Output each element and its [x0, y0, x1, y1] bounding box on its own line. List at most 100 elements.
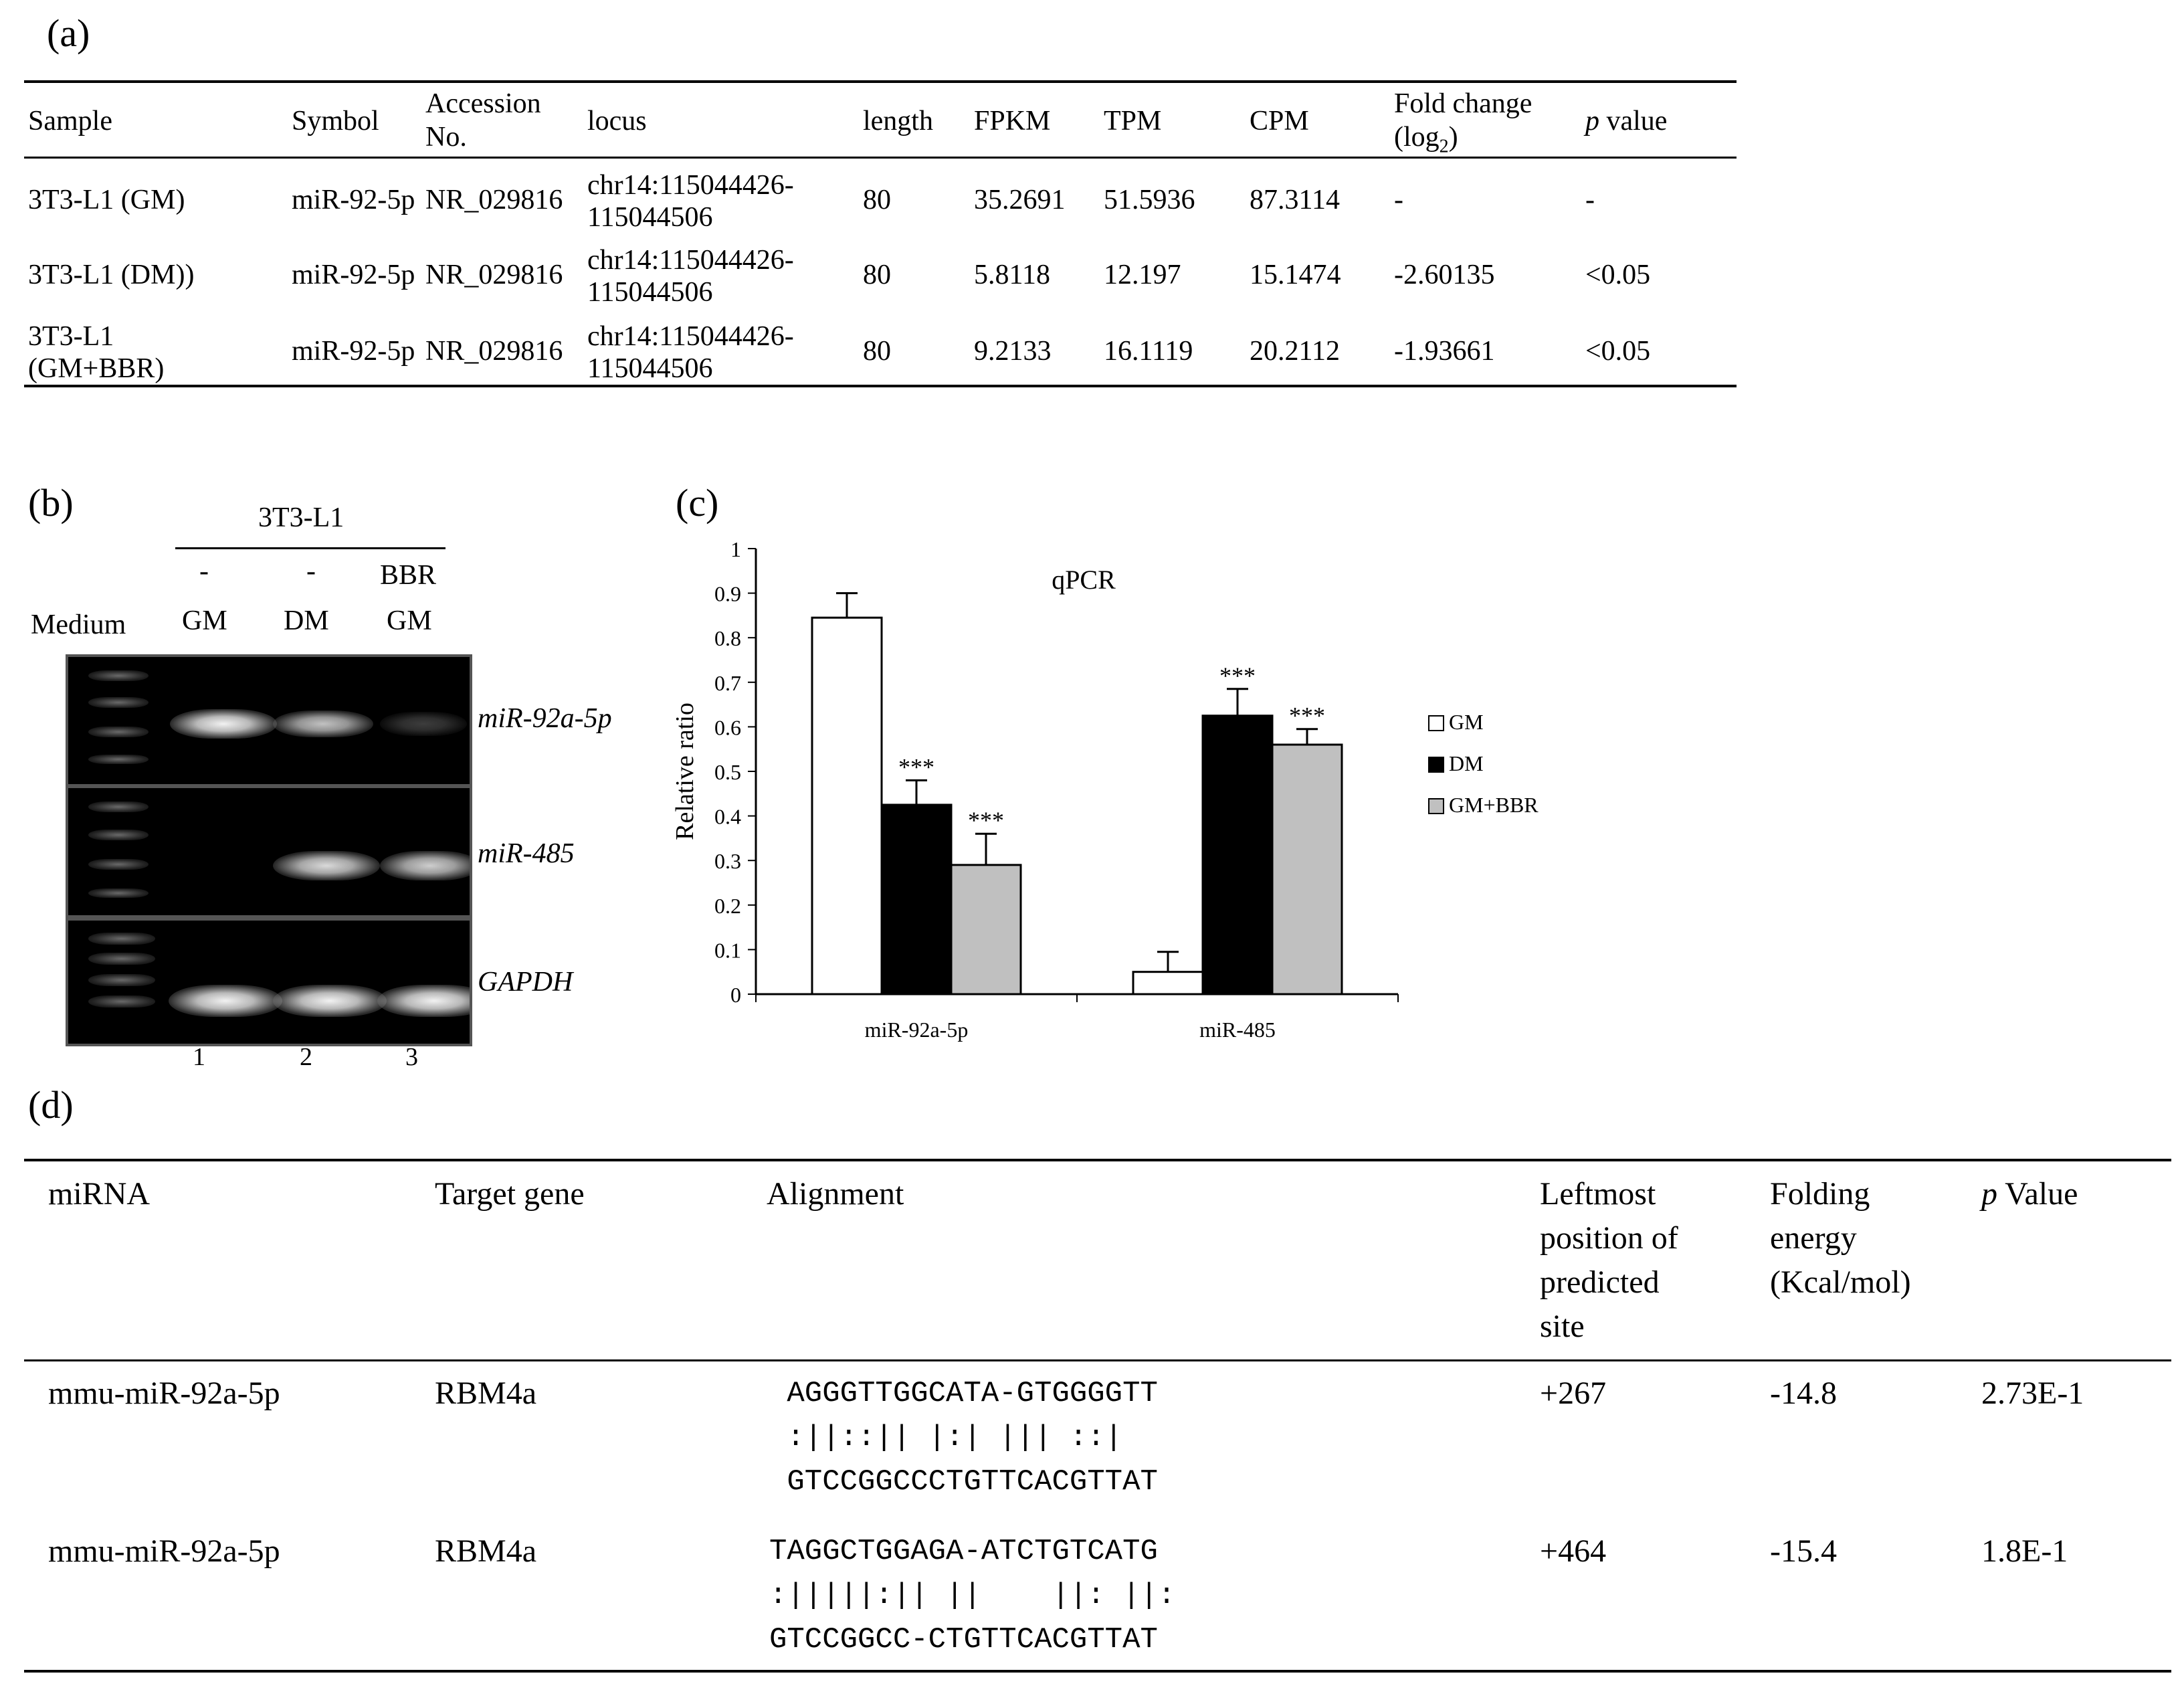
x-category-label-0: miR-92a-5p [865, 1018, 969, 1042]
table-a-row2-cpm: 15.1474 [1250, 260, 1341, 290]
table-a-row1-locus-line1: chr14:115044426- [587, 170, 794, 201]
table-a-row3-length: 80 [863, 336, 891, 367]
y-tick-label-8: 0.8 [714, 626, 741, 650]
panel-label-b: (b) [28, 481, 74, 525]
table-d-row1-leftmost: +267 [1540, 1375, 1607, 1411]
table-a-row3-locus-line1: chr14:115044426- [587, 321, 794, 352]
table-d-header-folding-3: (Kcal/mol) [1770, 1264, 1911, 1300]
table-a-row1-accession: NR_029816 [425, 185, 563, 215]
table-d-row1-p: 2.73E-1 [1981, 1375, 2084, 1411]
table-a-header-p-value: p value [1585, 106, 1668, 136]
table-a-row3-fpkm: 9.2133 [974, 336, 1052, 367]
table-d-bottom-rule [24, 1670, 2171, 1673]
table-a-row3-p: <0.05 [1585, 336, 1651, 367]
gel-band-gapdh-lane3 [377, 985, 470, 1017]
table-d-row2-leftmost: +464 [1540, 1533, 1607, 1569]
table-a-bottom-rule [24, 385, 1737, 387]
y-tick-label-1: 0.1 [714, 938, 741, 962]
y-tick-label-2: 0.2 [714, 894, 741, 918]
y-tick-label-4: 0.4 [714, 805, 741, 829]
table-d-header-leftmost-1: Leftmost [1540, 1176, 1656, 1212]
chart-title: qPCR [1052, 565, 1116, 595]
table-a-row3-fold: -1.93661 [1394, 336, 1495, 367]
table-a-row2-fold: -2.60135 [1394, 260, 1495, 290]
gel-treatment-1: - [199, 556, 209, 587]
table-a-row3-sample-line2: (GM+BBR) [28, 353, 165, 384]
table-a-header-sample: Sample [28, 106, 112, 136]
table-d-header-mirna: miRNA [48, 1176, 151, 1212]
gel-band-mir92a-lane2 [273, 710, 373, 737]
table-a-row2-fpkm: 5.8118 [974, 260, 1050, 290]
bar-mir-92a-5p-gm [811, 616, 883, 995]
table-a-row1-tpm: 51.5936 [1104, 185, 1195, 215]
gel-treatment-3: BBR [380, 560, 437, 591]
table-a-row3-sample: 3T3-L1 [28, 321, 114, 352]
table-a-header-symbol: Symbol [292, 106, 379, 136]
table-a-row1-length: 80 [863, 185, 891, 215]
table-a-row3-symbol: miR-92-5p [292, 336, 415, 367]
table-d-header-p-value: p Value [1981, 1176, 2078, 1212]
y-axis-label: Relative ratio [671, 702, 699, 840]
y-tick-label-7: 0.7 [714, 671, 741, 695]
gel-label-mir485: miR-485 [478, 838, 575, 869]
gel-treatment-2: - [306, 556, 316, 587]
table-d-header-alignment: Alignment [767, 1176, 904, 1212]
legend-swatch-1 [1428, 757, 1444, 773]
table-a-header-cpm: CPM [1250, 106, 1309, 136]
table-a-header-fpkm: FPKM [974, 106, 1051, 136]
table-d-row2-align-bottom: GTCCGGCC-CTGTTCACGTTAT [769, 1623, 1158, 1656]
table-d-row2-target: RBM4a [435, 1533, 537, 1569]
table-a-row2-sample: 3T3-L1 (DM)) [28, 260, 195, 290]
bar-mir-485-dm [1201, 715, 1274, 995]
table-d-header-rule [24, 1359, 2171, 1361]
table-d-row1-align-mid: :||::|| |:| ||| ::| [769, 1421, 1123, 1454]
qpcr-bar-chart: 0 0.1 0.2 0.3 0.4 0.5 0.6 0.7 0.8 0.9 1 Relative ra… [671, 537, 1539, 1042]
significance-0-1: *** [898, 753, 934, 780]
gel-band-gapdh-lane2 [273, 985, 387, 1017]
gel-band-mir485-lane3 [380, 851, 470, 880]
table-d-header-leftmost-4: site [1540, 1309, 1585, 1344]
gel-band-gapdh-lane1 [169, 985, 282, 1017]
table-a-row2-p: <0.05 [1585, 260, 1651, 290]
gel-label-gapdh: GAPDH [478, 967, 573, 998]
table-a-header-rule [24, 157, 1737, 159]
table-d-row1-mirna: mmu-miR-92a-5p [48, 1375, 280, 1411]
table-d-header-folding-2: energy [1770, 1220, 1857, 1256]
table-d-row2-p: 1.8E-1 [1981, 1533, 2068, 1569]
table-a-row3-accession: NR_029816 [425, 336, 563, 367]
legend-swatch-2 [1428, 798, 1444, 814]
bar-mir-92a-5p-dm [880, 803, 953, 995]
bar-mir-485-gm-bbr [1271, 743, 1343, 995]
significance-1-2: *** [1289, 702, 1325, 729]
gel-cell-line-rule [175, 547, 446, 549]
bar-mir-485-gm [1132, 971, 1204, 995]
table-a-row1-symbol: miR-92-5p [292, 185, 415, 215]
table-a-header-log2: (log2) [1394, 122, 1458, 157]
table-d-top-rule [24, 1159, 2171, 1161]
gel-lane-number-2: 2 [300, 1043, 312, 1071]
panel-label-c: (c) [676, 481, 719, 525]
table-a-row1-cpm: 87.3114 [1250, 185, 1340, 215]
gel-medium-2: DM [284, 605, 329, 636]
gel-medium-label: Medium [31, 609, 126, 640]
gel-lane-number-3: 3 [405, 1043, 418, 1071]
significance-1-1: *** [1219, 662, 1256, 689]
table-a-row1-fold: - [1394, 185, 1403, 215]
gel-band-mir92a-lane3 [380, 712, 467, 736]
gel-image-mir92a [66, 654, 472, 787]
table-d-row2-mirna: mmu-miR-92a-5p [48, 1533, 280, 1569]
table-a-header-tpm: TPM [1104, 106, 1162, 136]
table-a-top-rule [24, 80, 1737, 83]
table-a-row2-symbol: miR-92-5p [292, 260, 415, 290]
y-tick-label-9: 0.9 [714, 582, 741, 606]
table-a-row2-locus-line2: 115044506 [587, 277, 713, 308]
gel-image-gapdh [66, 918, 472, 1046]
table-d-header-leftmost-2: position of [1540, 1220, 1678, 1256]
table-a-row1-sample: 3T3-L1 (GM) [28, 185, 185, 215]
table-d-row2-align-top: TAGGCTGGAGA-ATCTGTCATG [769, 1535, 1158, 1568]
gel-medium-3: GM [387, 605, 432, 636]
table-a-header-accession-no: No. [425, 122, 467, 153]
table-a-row2-length: 80 [863, 260, 891, 290]
bar-mir-92a-5p-gm-bbr [950, 864, 1022, 995]
table-d-row1-align-top: AGGGTTGGCATA-GTGGGGTT [769, 1377, 1158, 1410]
